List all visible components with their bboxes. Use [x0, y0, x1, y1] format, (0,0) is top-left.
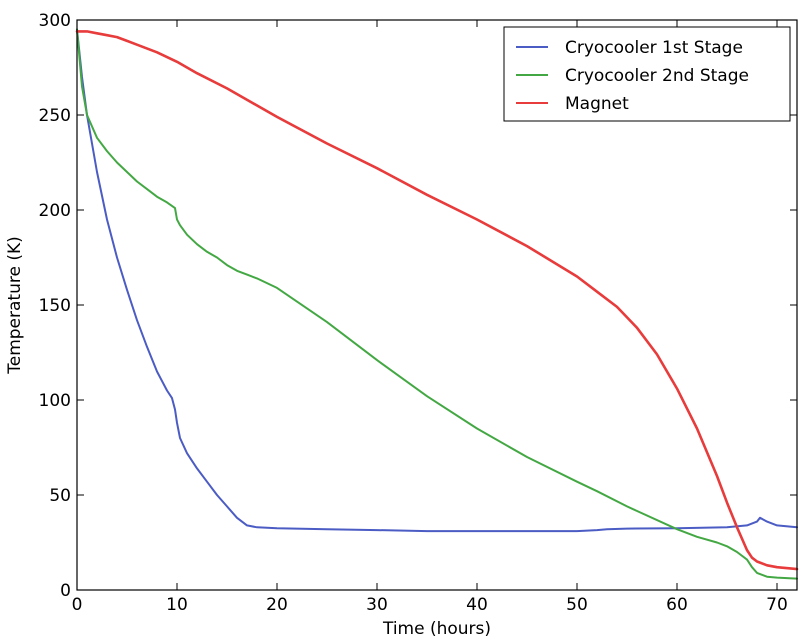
series-line-3: [75, 30, 799, 571]
x-tick-label: 0: [72, 595, 83, 615]
y-tick-label: 100: [39, 391, 71, 411]
x-tick-label: 20: [266, 595, 288, 615]
y-tick-label: 200: [39, 201, 71, 221]
series-layer: [75, 28, 799, 580]
legend-label-1: Cryocooler 1st Stage: [565, 38, 743, 58]
y-tick-label: 300: [39, 11, 71, 31]
x-tick-label: 40: [466, 595, 488, 615]
legend-label-2: Cryocooler 2nd Stage: [565, 66, 749, 86]
x-axis-label: Time (hours): [382, 619, 491, 639]
y-axis-label: Temperature (K): [5, 236, 25, 375]
series-line-1: [76, 28, 798, 533]
series-line-2: [76, 28, 798, 580]
x-tick-label: 50: [566, 595, 588, 615]
legend: Cryocooler 1st Stage Cryocooler 2nd Stage…: [503, 26, 791, 122]
x-tick-label: 60: [666, 595, 688, 615]
x-tick-label: 30: [366, 595, 388, 615]
x-tick-label: 10: [166, 595, 188, 615]
x-tick-label: 70: [766, 595, 788, 615]
legend-label-3: Magnet: [565, 94, 629, 114]
ticks-layer: 0 10 20 30 40 50 60 70 0 50 100 150 200 250 300: [39, 11, 797, 615]
y-tick-label: 250: [39, 106, 71, 126]
y-tick-label: 0: [60, 581, 71, 601]
y-tick-label: 150: [39, 296, 71, 316]
y-tick-label: 50: [49, 486, 71, 506]
legend-box: [503, 26, 791, 122]
